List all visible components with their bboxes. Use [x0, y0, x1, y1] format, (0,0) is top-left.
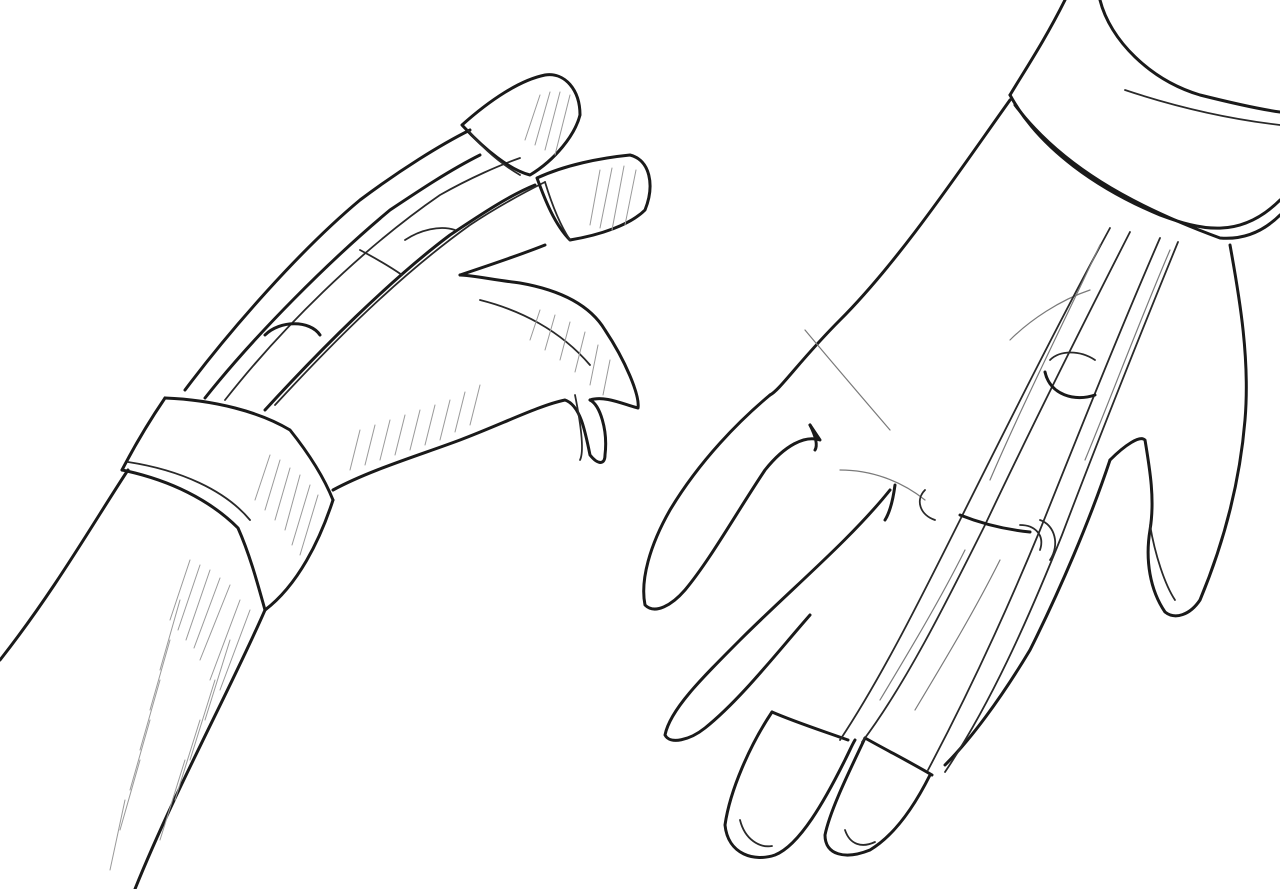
right-hand-palm-view [642, 0, 1280, 859]
right-finger-splint [839, 227, 1179, 773]
left-finger-splint [183, 73, 652, 412]
left-hand-body [331, 243, 640, 492]
left-wrist-cuff [120, 396, 335, 612]
left-hand-side-view [0, 73, 652, 891]
left-forearm [0, 468, 267, 891]
right-hand-body [642, 98, 1248, 859]
right-wrist-cuff [1008, 0, 1280, 240]
